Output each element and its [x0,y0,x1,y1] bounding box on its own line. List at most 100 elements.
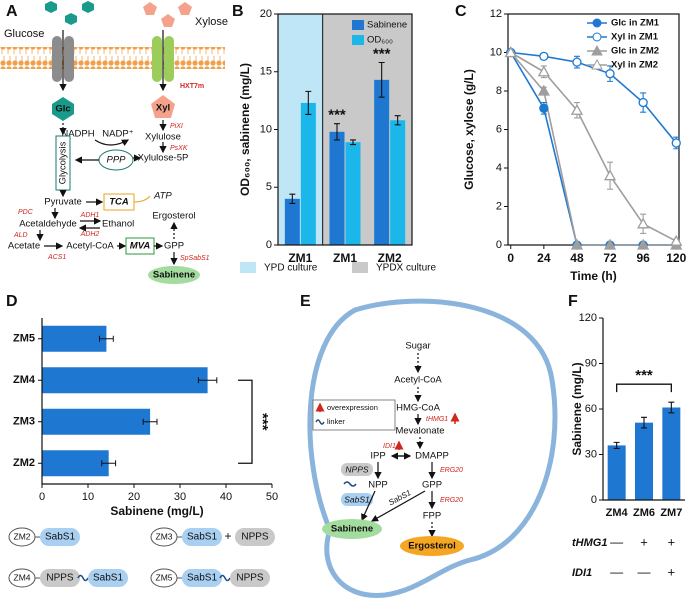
error-bar [613,441,620,449]
error-bar [305,90,312,116]
x-tick-label: 96 [636,251,650,265]
significance-bracket [616,383,672,393]
gene-part [182,569,222,587]
error-bar [378,61,385,98]
label: Xylulose-5P [138,153,189,164]
y-axis-label: Sabinene (mg/L) [570,362,584,455]
gene: PiXI [170,123,183,130]
x-tick-label: 120 [666,251,686,265]
arrow [94,139,130,147]
marker [570,103,584,115]
x-tick-label: ZM4 [606,507,629,519]
label: Ergosterol [152,211,195,222]
label: ATP [153,191,172,202]
xyl-icon [151,95,175,118]
y-tick-label: ZM3 [13,416,35,428]
bar [345,142,361,245]
gene-label: SabS1 [187,573,217,584]
genotype-mark: — [610,534,623,549]
gene-label: SabS1 [187,532,217,543]
label: Mevalonate [395,426,444,437]
x-tick-label: 48 [570,251,584,265]
y-tick-label: 8 [496,85,502,97]
marker [671,138,681,148]
error-bar [334,123,340,141]
transporter [152,36,162,82]
gene-part [230,569,270,587]
x-tick-label: 40 [220,491,232,503]
y-axis-label: Glucose, xylose (g/L) [462,69,476,190]
linker-icon [315,419,325,425]
bar [42,325,107,352]
panel-a: Glucose Xylose HXT7m Glc Xyl PiXI Xylulo… [0,1,228,284]
legend-label: overexpression [327,403,378,412]
label: Sabinene [153,270,195,281]
x-tick-label: ZM7 [660,507,682,519]
y-tick-label: 90 [585,357,597,369]
error-bar [394,115,401,126]
label: Glucose [4,28,44,40]
y-tick-label: 4 [496,162,502,174]
genotype-mark: — [638,564,651,579]
marker [572,57,582,67]
x-tick-label: 0 [507,251,514,265]
gene: ACS1 [47,254,66,261]
legend-label: Glc in ZM1 [611,18,660,29]
panel-label: A [6,3,18,20]
x-tick-label: 72 [603,251,617,265]
legend-label: linker [327,417,345,426]
marker [638,97,648,108]
panel-e: Sugar Acetyl-CoA HMG-CoA tHMG1 Mevalonat… [307,298,558,598]
joiner: + [224,529,231,543]
legend-marker [592,18,602,28]
label: Sugar [405,341,430,352]
linker-icon [343,481,357,487]
legend-swatch [352,35,364,45]
error-bar [101,460,117,467]
sabinene-node [148,266,200,284]
strain-label: ZM3 [156,531,173,541]
gene-part [235,528,275,546]
y-tick-label: ZM2 [13,457,35,469]
x-tick-label: 20 [128,491,140,503]
x-tick-label: ZM2 [378,251,402,265]
label: Acetate [8,241,40,252]
genotype-mark: + [668,534,676,549]
x-axis-label: Sabinene (mg/L) [110,504,203,518]
gene-label: NPPS [241,532,269,543]
gene-part [182,528,222,546]
label: GPP [422,480,442,491]
marker [537,65,550,77]
label: Acetyl-CoA [66,241,114,252]
y-tick-label: 20 [260,8,272,20]
label: TCA [109,197,129,208]
gene-label: IDI1 [572,567,592,579]
bar [42,408,151,435]
label: Glycolysis [58,141,69,184]
arrow [133,195,151,203]
y-tick-label: 0 [266,239,272,251]
panel-label: B [232,3,244,20]
line [510,51,677,242]
gene: SpSabS1 [180,255,210,262]
label: NADP⁺ [102,129,133,140]
significance-label: *** [254,413,271,431]
marker [637,217,650,229]
npps-box [341,463,373,476]
glucose-icons [45,1,94,25]
gene-part [88,569,128,587]
xylose-icons [143,2,192,27]
gene: HXT7m [180,83,204,90]
y-axis-label: OD₆₀₀, sabinene (mg/L) [238,63,252,196]
line [510,51,677,246]
y-tick-label: 30 [585,448,597,460]
marker [605,69,615,79]
label: Acetaldehyde [19,219,77,230]
genotype-mark: + [640,534,648,549]
x-tick-label: ZM1 [333,251,357,265]
bar [374,79,390,246]
error-bar [289,193,296,204]
label: SabS1 [344,494,370,504]
membrane [0,47,225,69]
